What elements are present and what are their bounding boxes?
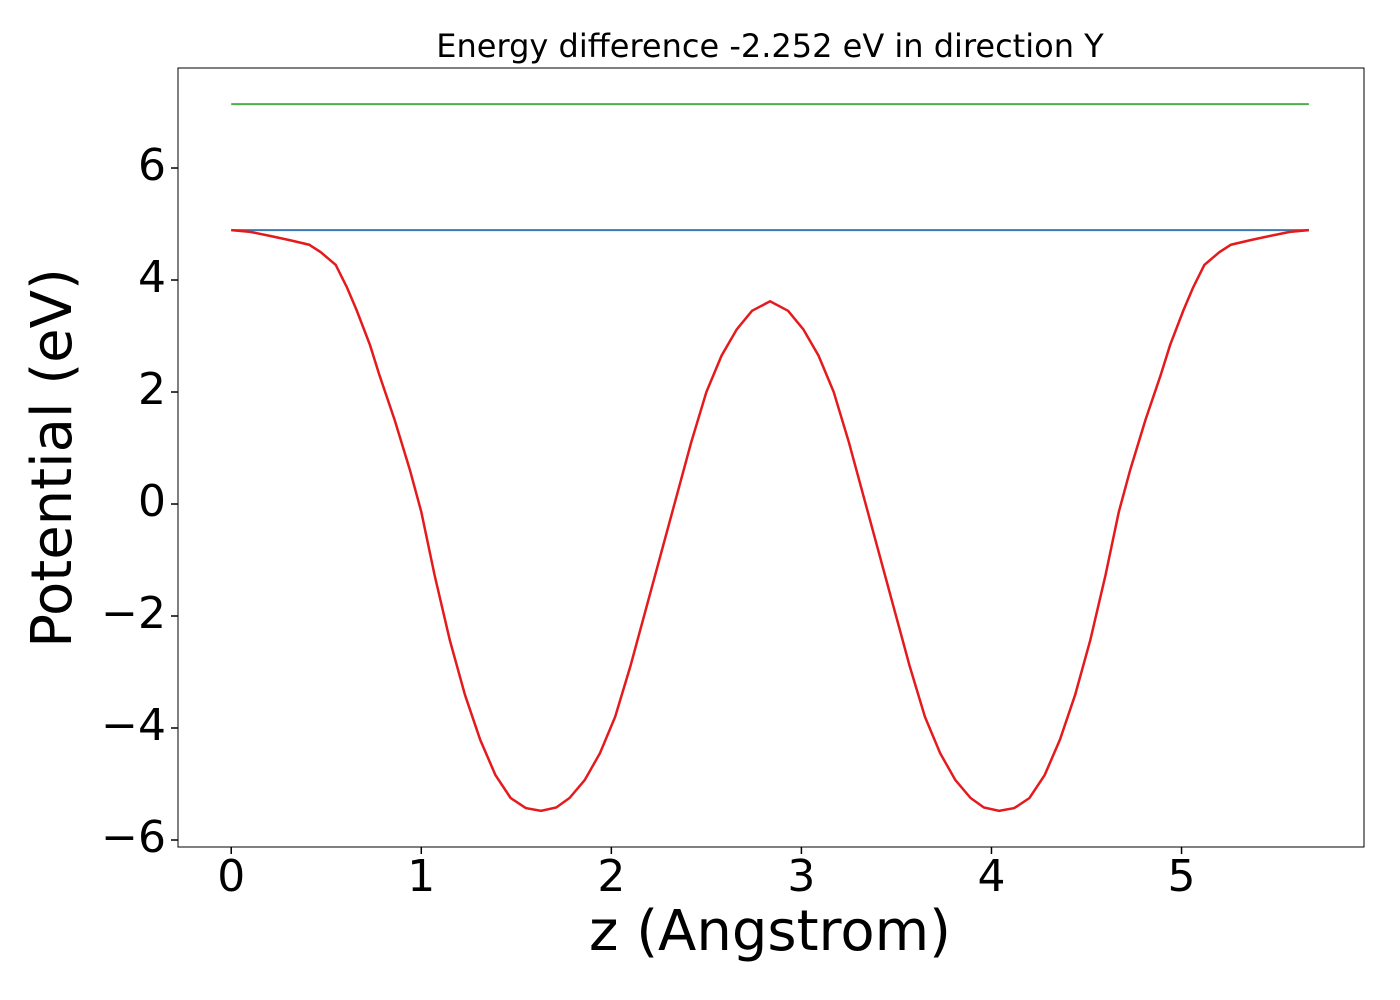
x-tick-label: 1 (407, 851, 435, 902)
y-tick-label: −2 (101, 588, 166, 639)
x-tick-label: 0 (217, 851, 245, 902)
y-tick-label: −4 (101, 700, 166, 751)
y-axis-label: Potential (eV) (20, 268, 85, 648)
y-tick-label: 2 (138, 364, 166, 415)
y-tick-label: 0 (138, 476, 166, 527)
plot-frame (177, 67, 1365, 848)
x-tick-label: 2 (597, 851, 625, 902)
chart-title: Energy difference -2.252 eV in direction… (436, 27, 1104, 65)
y-tick-label: −6 (101, 812, 166, 863)
x-tick-label: 3 (787, 851, 815, 902)
x-tick-label: 4 (977, 851, 1005, 902)
series-line (231, 228, 1309, 813)
y-tick-label: 4 (138, 252, 166, 303)
x-tick-label: 5 (1168, 851, 1196, 902)
x-axis-label: z (Angstrom) (589, 899, 951, 964)
y-tick-label: 6 (138, 140, 166, 191)
